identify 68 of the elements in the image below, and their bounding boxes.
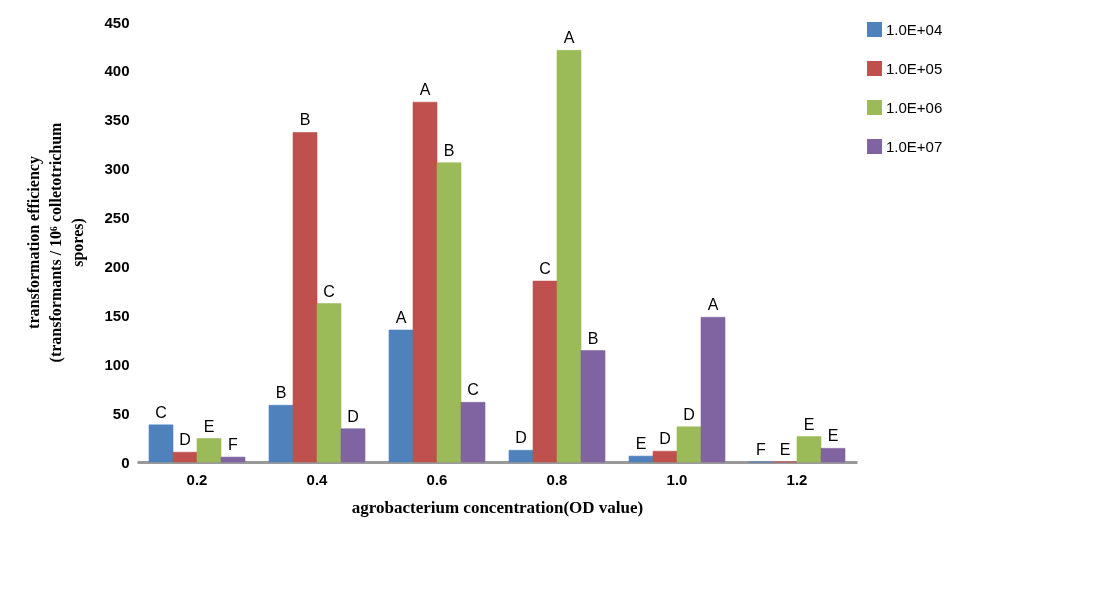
y-tick-label: 200 <box>104 257 130 275</box>
data-label: E <box>635 435 647 453</box>
x-axis-title: agrobacterium concentration(OD value) <box>351 497 644 517</box>
data-label: B <box>587 329 599 347</box>
legend-label: 1.0E+06 <box>886 98 943 116</box>
data-label: E <box>827 427 839 445</box>
y-tick-label: 300 <box>104 160 130 178</box>
legend-label: 1.0E+05 <box>886 59 943 77</box>
data-label: A <box>563 29 575 47</box>
bar <box>172 451 198 463</box>
data-label: D <box>683 405 695 423</box>
data-label: A <box>419 81 431 99</box>
data-label: C <box>155 403 167 421</box>
data-label: A <box>707 296 719 314</box>
bar <box>796 436 822 463</box>
data-label: C <box>467 381 479 399</box>
bar <box>508 449 534 463</box>
legend-label: 1.0E+04 <box>886 20 943 38</box>
x-tick-label: 0.4 <box>306 470 329 488</box>
x-tick-label: 1.0 <box>666 470 688 488</box>
y-tick-label: 0 <box>121 453 130 471</box>
bar <box>820 448 846 463</box>
data-label: F <box>756 441 767 458</box>
x-tick-label: 0.8 <box>546 470 568 488</box>
y-tick-label: 100 <box>104 355 130 373</box>
bar <box>148 424 174 463</box>
data-label: D <box>347 407 359 425</box>
data-label: D <box>659 430 671 448</box>
data-label: E <box>779 441 791 458</box>
bar <box>292 132 318 463</box>
bar <box>556 50 582 463</box>
data-label: A <box>395 309 407 326</box>
bar <box>676 426 702 463</box>
y-tick-label: 400 <box>104 62 130 80</box>
data-label: E <box>203 417 215 435</box>
bar <box>388 329 414 463</box>
x-tick-label: 0.6 <box>426 470 448 488</box>
y-tick-label: 250 <box>104 209 130 227</box>
y-tick-label: 150 <box>104 306 130 324</box>
data-label: B <box>275 384 287 402</box>
bar <box>268 404 294 463</box>
bar <box>316 303 342 463</box>
bar <box>700 316 726 463</box>
bar <box>460 402 486 463</box>
data-label: B <box>443 141 455 159</box>
bar <box>628 455 654 463</box>
data-label: B <box>299 111 311 129</box>
legend-label: 1.0E+07 <box>886 137 943 155</box>
bar <box>220 456 246 463</box>
data-label: C <box>323 282 335 300</box>
x-tick-label: 1.2 <box>786 470 808 488</box>
bar <box>196 438 222 463</box>
data-label: D <box>179 431 191 449</box>
data-label: E <box>803 415 815 433</box>
bar <box>580 350 606 463</box>
data-label: F <box>228 436 239 454</box>
y-tick-label: 450 <box>104 13 130 31</box>
data-label: C <box>539 260 551 278</box>
y-tick-label: 350 <box>104 111 130 129</box>
bar <box>412 101 438 463</box>
bar <box>652 450 678 463</box>
x-tick-label: 0.2 <box>186 470 208 488</box>
bar <box>340 428 366 463</box>
y-tick-label: 50 <box>112 404 130 422</box>
bar <box>436 162 462 463</box>
data-label: D <box>515 429 527 447</box>
bar <box>532 280 558 463</box>
y-axis-title: transformation efficiency (transformants / 10⁶ colletotrichum spores) <box>25 121 88 363</box>
